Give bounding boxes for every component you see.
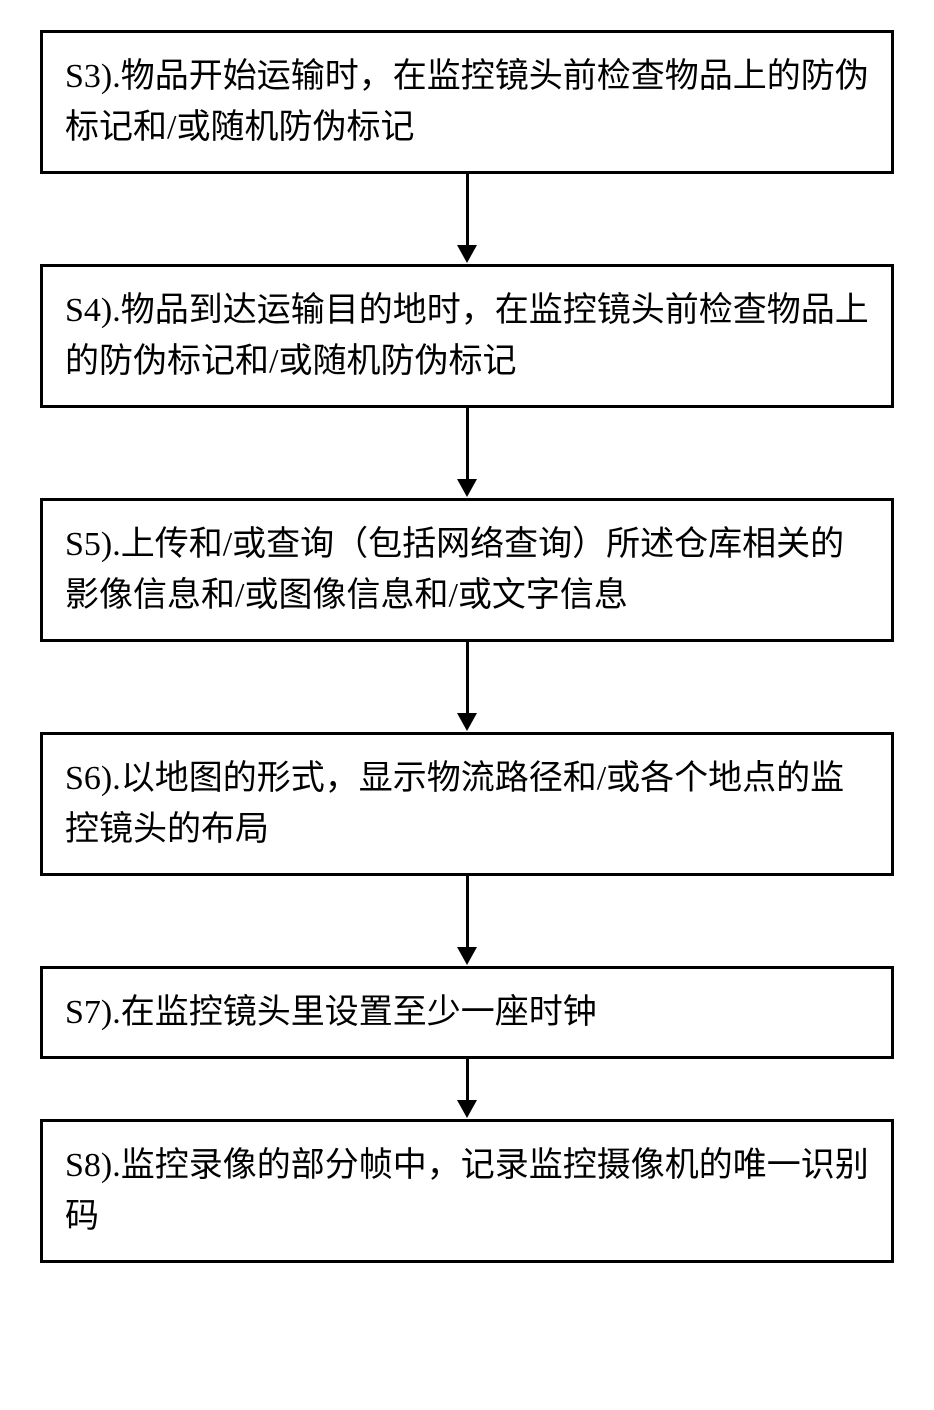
arrow-head-icon bbox=[457, 1100, 477, 1118]
arrow-line bbox=[466, 174, 469, 246]
step-s8-label: S8).监控录像的部分帧中，记录监控摄像机的唯一识别码 bbox=[65, 1147, 869, 1235]
arrow-line bbox=[466, 642, 469, 714]
arrow-s3-s4 bbox=[457, 174, 477, 264]
flowchart-container: S3).物品开始运输时，在监控镜头前检查物品上的防伪标记和/或随机防伪标记 S4… bbox=[40, 30, 894, 1263]
flowchart-step-s4: S4).物品到达运输目的地时，在监控镜头前检查物品上的防伪标记和/或随机防伪标记 bbox=[40, 264, 894, 408]
step-s6-label: S6).以地图的形式，显示物流路径和/或各个地点的监控镜头的布局 bbox=[65, 760, 844, 848]
arrow-head-icon bbox=[457, 713, 477, 731]
arrow-line bbox=[466, 1059, 469, 1101]
flowchart-step-s7: S7).在监控镜头里设置至少一座时钟 bbox=[40, 966, 894, 1059]
arrow-s6-s7 bbox=[457, 876, 477, 966]
flowchart-step-s3: S3).物品开始运输时，在监控镜头前检查物品上的防伪标记和/或随机防伪标记 bbox=[40, 30, 894, 174]
step-s7-label: S7).在监控镜头里设置至少一座时钟 bbox=[65, 994, 597, 1031]
arrow-head-icon bbox=[457, 479, 477, 497]
arrow-line bbox=[466, 408, 469, 480]
flowchart-step-s5: S5).上传和/或查询（包括网络查询）所述仓库相关的影像信息和/或图像信息和/或… bbox=[40, 498, 894, 642]
arrow-head-icon bbox=[457, 245, 477, 263]
arrow-head-icon bbox=[457, 947, 477, 965]
step-s5-label: S5).上传和/或查询（包括网络查询）所述仓库相关的影像信息和/或图像信息和/或… bbox=[65, 526, 844, 614]
step-s4-label: S4).物品到达运输目的地时，在监控镜头前检查物品上的防伪标记和/或随机防伪标记 bbox=[65, 292, 869, 380]
arrow-s5-s6 bbox=[457, 642, 477, 732]
flowchart-step-s8: S8).监控录像的部分帧中，记录监控摄像机的唯一识别码 bbox=[40, 1119, 894, 1263]
step-s3-label: S3).物品开始运输时，在监控镜头前检查物品上的防伪标记和/或随机防伪标记 bbox=[65, 58, 869, 146]
arrow-s7-s8 bbox=[457, 1059, 477, 1119]
arrow-s4-s5 bbox=[457, 408, 477, 498]
flowchart-step-s6: S6).以地图的形式，显示物流路径和/或各个地点的监控镜头的布局 bbox=[40, 732, 894, 876]
arrow-line bbox=[466, 876, 469, 948]
